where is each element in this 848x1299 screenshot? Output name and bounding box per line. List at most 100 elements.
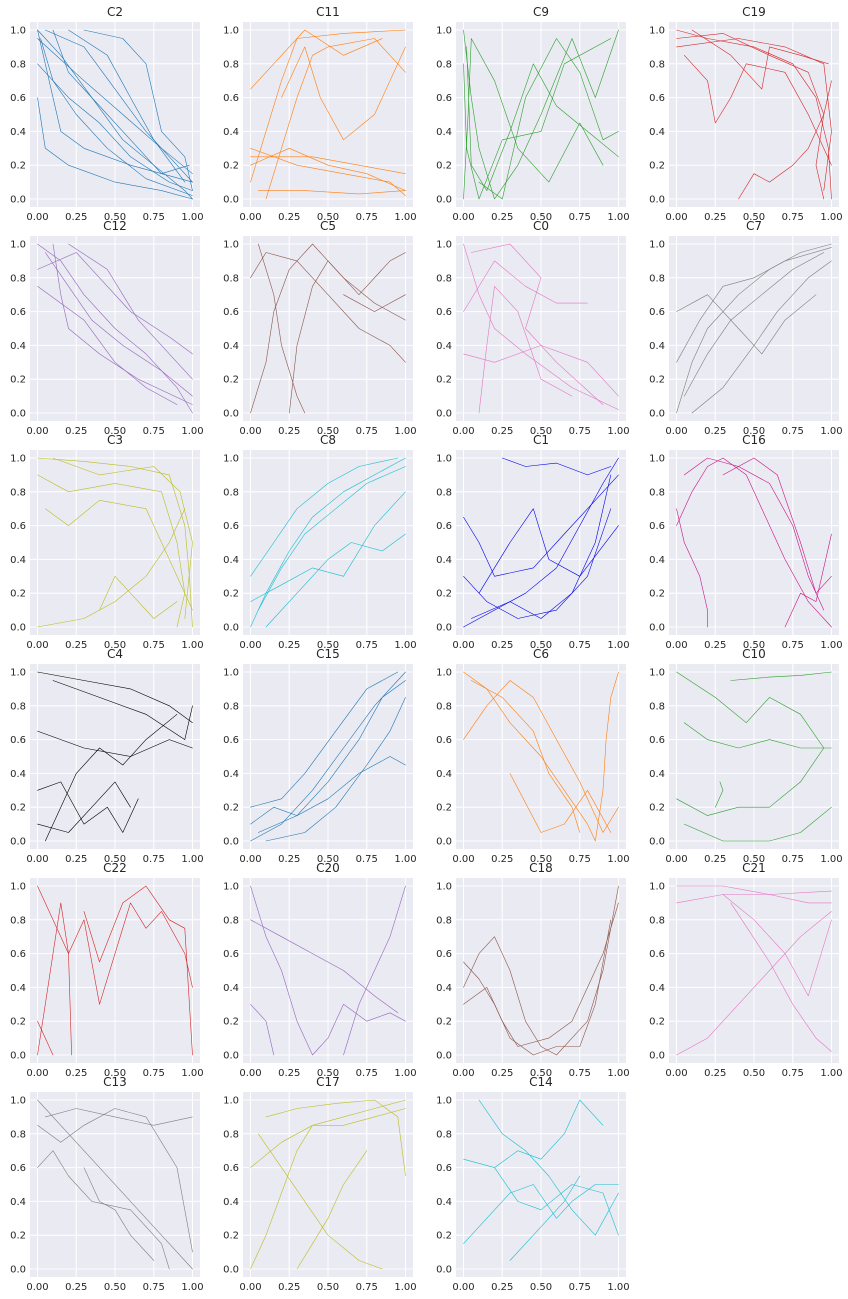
y-tick-label: 0.2: [10, 161, 26, 172]
x-tick-label: 1.00: [820, 854, 842, 865]
trajectory-line: [37, 63, 193, 191]
panel-c3: 0.00 0.25 0.50 0.75 1.00 0.0 0.2 0.4 0.6 0.8 1.0 C3: [10, 433, 204, 651]
y-tick-label: 1.0: [436, 240, 452, 251]
trajectory-line: [250, 148, 406, 196]
panel-title: C8: [320, 433, 336, 447]
x-tick-label: 0.25: [704, 426, 726, 437]
x-tick-label: 0.25: [491, 640, 513, 651]
trajectory-line: [509, 773, 612, 833]
y-tick-label: 1.0: [436, 454, 452, 465]
x-tick-label: 0.25: [65, 1282, 87, 1293]
y-tick-label: 1.0: [436, 26, 452, 37]
y-tick-label: 1.0: [649, 668, 665, 679]
trajectory-line: [265, 533, 406, 628]
y-tick-label: 0.6: [649, 521, 665, 532]
trajectory-line: [676, 911, 832, 1056]
trajectory-line: [683, 252, 825, 397]
trajectory-line: [250, 1099, 406, 1168]
y-tick-label: 0.4: [10, 341, 26, 352]
x-tick-label: 0.00: [452, 640, 474, 651]
panel-title: C3: [107, 433, 123, 447]
trajectory-line: [676, 29, 832, 200]
panel-c20: 0.00 0.25 0.50 0.75 1.00 0.0 0.2 0.4 0.6 0.8 1.0 C2…: [223, 861, 417, 1079]
x-tick-label: 0.00: [665, 640, 687, 651]
panel-c15: 0.00 0.25 0.50 0.75 1.00 0.0 0.2 0.4 0.6 0.8 1.0 C1…: [223, 647, 417, 865]
trajectory-line: [463, 345, 619, 397]
x-tick-label: 0.00: [665, 854, 687, 865]
x-tick-label: 0.50: [317, 1282, 339, 1293]
y-tick-label: 1.0: [223, 454, 239, 465]
trajectory-group: [676, 457, 832, 628]
trajectory-line: [676, 243, 832, 414]
trajectory-line: [676, 508, 708, 628]
trajectory-line: [265, 1099, 406, 1177]
trajectory-line: [257, 243, 306, 414]
panel-title: C16: [742, 433, 766, 447]
x-tick-label: 0.75: [356, 426, 378, 437]
y-tick-label: 0.2: [10, 1017, 26, 1028]
y-tick-label: 0.8: [10, 915, 26, 926]
x-tick-label: 1.00: [394, 426, 416, 437]
y-tick-label: 0.0: [436, 195, 452, 206]
panel-title: C6: [533, 647, 549, 661]
y-tick-label: 1.0: [223, 1096, 239, 1107]
panel-title: C11: [316, 5, 340, 19]
x-tick-label: 0.50: [530, 212, 552, 223]
trajectory-line: [738, 80, 832, 200]
y-tick-label: 0.4: [436, 983, 452, 994]
panel-title: C17: [316, 1075, 340, 1089]
trajectory-group: [250, 1099, 406, 1270]
trajectory-group: [676, 29, 832, 200]
x-tick-label: 0.75: [569, 854, 591, 865]
x-tick-label: 0.25: [491, 212, 513, 223]
trajectory-line: [250, 671, 399, 808]
trajectory-line: [37, 1150, 170, 1270]
y-tick-label: 0.4: [223, 127, 239, 138]
x-tick-label: 0.50: [317, 212, 339, 223]
y-tick-label: 0.8: [223, 487, 239, 498]
trajectory-line: [257, 466, 406, 611]
y-tick-label: 0.0: [10, 623, 26, 634]
y-tick-label: 0.6: [223, 307, 239, 318]
trajectory-line: [463, 902, 619, 1047]
trajectory-line: [52, 243, 193, 405]
x-tick-label: 0.50: [104, 1282, 126, 1293]
y-tick-label: 1.0: [223, 26, 239, 37]
x-tick-label: 0.25: [491, 426, 513, 437]
trajectory-line: [52, 29, 190, 174]
trajectory-line: [683, 806, 832, 842]
y-tick-label: 0.2: [223, 1017, 239, 1028]
panel-c22: 0.00 0.25 0.50 0.75 1.00 0.0 0.2 0.4 0.6 0.8 1.0 C2…: [10, 861, 204, 1079]
y-tick-label: 0.2: [10, 1231, 26, 1242]
trajectory-line: [37, 29, 193, 183]
y-tick-label: 0.8: [649, 59, 665, 70]
y-tick-label: 0.6: [649, 93, 665, 104]
x-tick-label: 0.50: [104, 854, 126, 865]
x-tick-label: 1.00: [394, 640, 416, 651]
trajectory-line: [463, 38, 612, 200]
y-tick-label: 0.8: [649, 701, 665, 712]
y-tick-label: 0.0: [649, 409, 665, 420]
trajectory-line: [494, 1099, 604, 1168]
trajectory-line: [343, 294, 406, 312]
panel-title: C7: [746, 219, 762, 233]
y-tick-label: 0.0: [649, 837, 665, 848]
x-tick-label: 0.00: [452, 854, 474, 865]
y-tick-label: 1.0: [10, 1096, 26, 1107]
trajectory-line: [250, 156, 406, 174]
trajectory-line: [676, 457, 832, 628]
trajectory-line: [250, 1003, 275, 1056]
x-tick-label: 0.75: [356, 1282, 378, 1293]
trajectory-line: [478, 38, 619, 200]
y-tick-label: 0.8: [436, 915, 452, 926]
trajectory-line: [52, 680, 193, 740]
panel-title: C14: [529, 1075, 553, 1089]
trajectory-group: [37, 243, 193, 414]
trajectory-line: [37, 243, 193, 414]
panel-title: C22: [103, 861, 127, 875]
y-tick-label: 0.0: [436, 1051, 452, 1062]
trajectory-line: [37, 671, 193, 724]
panel-c16: 0.00 0.25 0.50 0.75 1.00 0.0 0.2 0.4 0.6 0.8 1.0 C1…: [649, 433, 843, 651]
x-tick-label: 1.00: [607, 212, 629, 223]
